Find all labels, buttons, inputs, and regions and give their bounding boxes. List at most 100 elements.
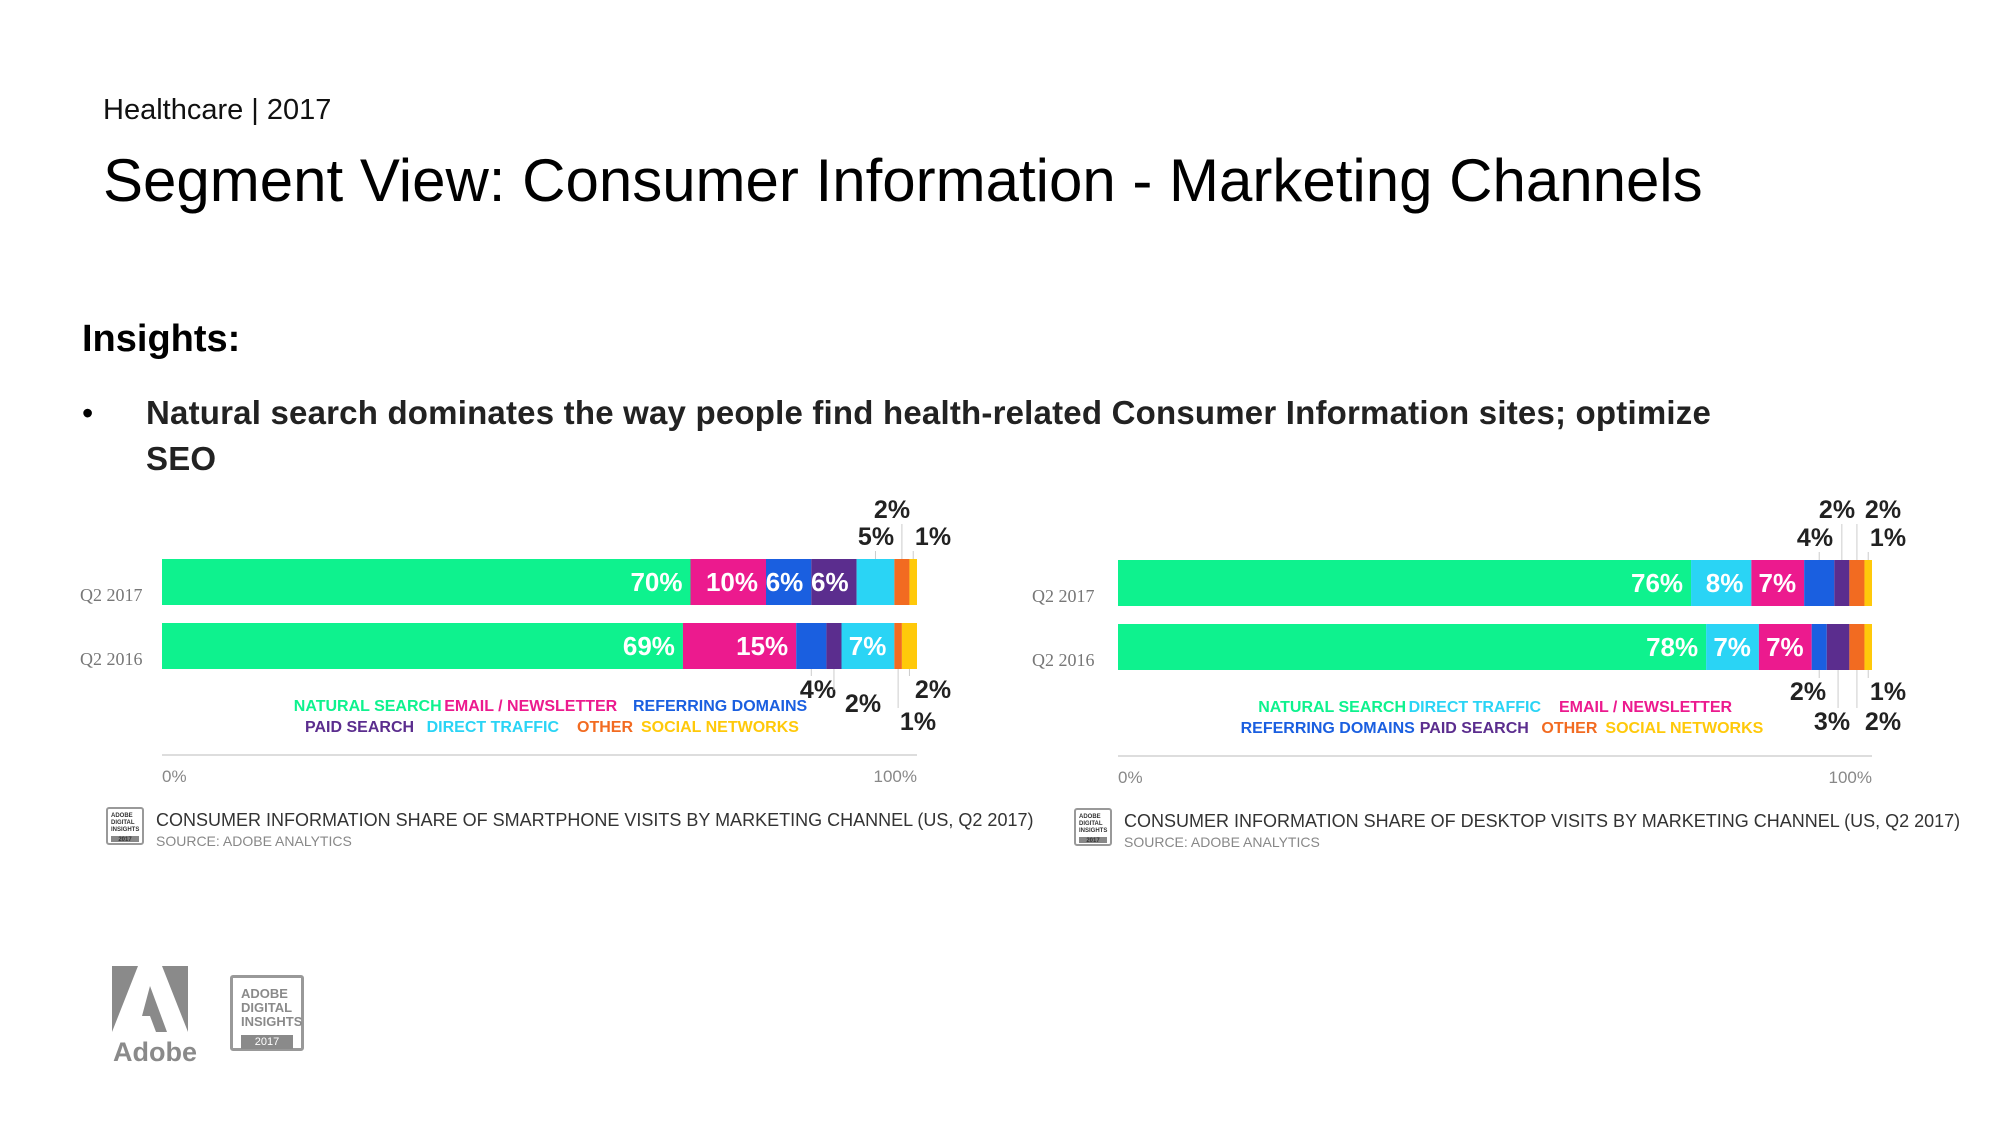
- bar-segment: [841, 623, 895, 669]
- data-label: 1%: [900, 708, 936, 736]
- data-label: 1%: [1870, 524, 1906, 552]
- bar-segment: [1864, 624, 1872, 670]
- legend-item: DIRECT TRAFFIC: [427, 719, 560, 736]
- data-label: 4%: [1797, 524, 1833, 552]
- data-label: 5%: [858, 523, 894, 551]
- legend-item: DIRECT TRAFFIC: [1409, 699, 1542, 716]
- chart-source: SOURCE: ADOBE ANALYTICS: [156, 833, 352, 849]
- data-label: 7%: [1759, 568, 1797, 598]
- data-label: 6%: [766, 567, 804, 597]
- data-label: 76%: [1631, 568, 1683, 598]
- badge-small-line: DIGITAL: [1079, 821, 1103, 827]
- page-kicker: Healthcare | 2017: [103, 94, 332, 126]
- x-tick-label: 100%: [1829, 768, 1872, 787]
- bar-segment: [796, 623, 827, 669]
- legend-item: PAID SEARCH: [305, 719, 414, 736]
- bar-segment: [909, 559, 917, 605]
- bar-segment: [1849, 624, 1865, 670]
- legend-item: REFERRING DOMAINS: [1241, 720, 1416, 737]
- badge-line: ADOBE: [241, 986, 288, 1001]
- badge-line: DIGITAL: [241, 1000, 293, 1015]
- bar-segment: [690, 559, 766, 605]
- bar-segment: [894, 623, 902, 669]
- badge-small-year-bg: [111, 836, 139, 842]
- bar-segment: [1691, 560, 1752, 606]
- bar-segment: [1834, 560, 1850, 606]
- legend-item: EMAIL / NEWSLETTER: [1559, 699, 1732, 716]
- data-label: 2%: [874, 496, 910, 524]
- legend-item: EMAIL / NEWSLETTER: [444, 698, 617, 715]
- bar-segment: [1706, 624, 1759, 670]
- bar-segment: [826, 623, 842, 669]
- badge-small-line: INSIGHTS: [1079, 828, 1107, 834]
- legend-item: OTHER: [1541, 720, 1597, 737]
- legend-item: SOCIAL NETWORKS: [1605, 720, 1763, 737]
- adobe-wordmark: Adobe: [113, 1037, 197, 1067]
- data-label: 1%: [915, 523, 951, 551]
- bar-segment: [856, 559, 895, 605]
- legend-item: NATURAL SEARCH: [294, 698, 442, 715]
- adi-badge: ADOBE DIGITAL INSIGHTS 2017: [230, 975, 304, 1051]
- badge-small-line: ADOBE: [111, 813, 133, 819]
- bar-segment: [901, 623, 917, 669]
- bar-segment: [894, 559, 910, 605]
- badge-small-year: 2017: [1086, 838, 1100, 844]
- data-label: 2%: [1790, 678, 1826, 706]
- legend-item: PAID SEARCH: [1420, 720, 1529, 737]
- badge-small-line: DIGITAL: [111, 820, 135, 826]
- x-tick-label: 0%: [1118, 768, 1143, 787]
- legend-item: REFERRING DOMAINS: [633, 698, 808, 715]
- data-label: 8%: [1706, 568, 1744, 598]
- bar-segment: [162, 559, 691, 605]
- row-label: Q2 2017: [1032, 586, 1095, 606]
- bullet-icon: •: [82, 395, 94, 431]
- data-label: 2%: [845, 690, 881, 718]
- badge-small-year: 2017: [118, 837, 132, 843]
- chart-source: SOURCE: ADOBE ANALYTICS: [1124, 834, 1320, 850]
- bar-segment: [162, 623, 683, 669]
- data-label: 7%: [1766, 632, 1804, 662]
- data-label: 3%: [1814, 708, 1850, 736]
- data-label: 7%: [849, 631, 887, 661]
- bar-segment: [1804, 560, 1835, 606]
- bar-segment: [1811, 624, 1827, 670]
- badge-line: INSIGHTS: [241, 1014, 303, 1029]
- data-label: 2%: [1819, 496, 1855, 524]
- badge-small-line: ADOBE: [1079, 814, 1101, 820]
- x-tick-label: 100%: [874, 767, 917, 786]
- legend-item: NATURAL SEARCH: [1258, 699, 1406, 716]
- data-label: 2%: [1865, 708, 1901, 736]
- data-label: 7%: [1713, 632, 1751, 662]
- chart-caption: CONSUMER INFORMATION SHARE OF SMARTPHONE…: [156, 810, 1033, 830]
- data-label: 2%: [1865, 496, 1901, 524]
- bar-segment: [1849, 560, 1865, 606]
- data-label: 10%: [706, 567, 758, 597]
- row-label: Q2 2016: [80, 649, 143, 669]
- badge-year: 2017: [241, 1035, 293, 1049]
- bar-segment: [1758, 624, 1812, 670]
- bar-segment: [1118, 624, 1707, 670]
- bar-segment: [1864, 560, 1872, 606]
- adi-small-badge: [1074, 808, 1112, 846]
- data-label: 69%: [623, 631, 675, 661]
- bar-segment: [766, 559, 812, 605]
- data-label: 6%: [811, 567, 849, 597]
- row-label: Q2 2016: [1032, 650, 1095, 670]
- data-label: 78%: [1646, 632, 1698, 662]
- page-title: Segment View: Consumer Information - Mar…: [103, 147, 1703, 214]
- data-label: 70%: [630, 567, 682, 597]
- data-label: 2%: [915, 676, 951, 704]
- badge-small-line: INSIGHTS: [111, 827, 139, 833]
- x-tick-label: 0%: [162, 767, 187, 786]
- bar-segment: [682, 623, 797, 669]
- data-label: 1%: [1870, 678, 1906, 706]
- insight-text: Natural search dominates the way people …: [146, 394, 1711, 477]
- row-label: Q2 2017: [80, 585, 143, 605]
- chart-caption: CONSUMER INFORMATION SHARE OF DESKTOP VI…: [1124, 811, 1960, 831]
- legend-item: OTHER: [577, 719, 633, 736]
- bar-segment: [811, 559, 857, 605]
- bar-segment: [1751, 560, 1805, 606]
- bar-segment: [1118, 560, 1692, 606]
- bar-segment: [1826, 624, 1850, 670]
